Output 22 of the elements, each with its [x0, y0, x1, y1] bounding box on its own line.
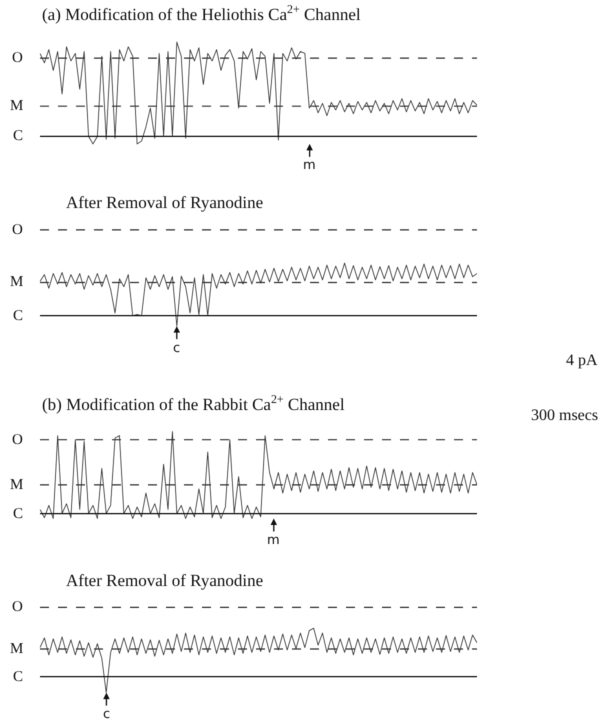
ref-line-label: O — [12, 50, 23, 66]
ref-line-label: O — [12, 599, 23, 615]
chart-title: (a) Modification of the Heliothis Ca$^{2+}$ Channel — [42, 2, 361, 24]
ref-line-label: C — [13, 308, 24, 324]
ref-line-label: M — [10, 274, 24, 290]
ref-line-label: M — [10, 641, 24, 657]
text: 4 pA — [566, 352, 598, 369]
text: 300 msecs — [531, 407, 598, 424]
ref-line-label: M — [10, 98, 24, 114]
text: m — [267, 533, 280, 548]
chart-title: (b) Modification of the Rabbit Ca$^{2+}$ Channel — [42, 392, 345, 414]
ref-line-label: O — [12, 432, 23, 448]
text: c — [103, 707, 110, 722]
ref-line-label: C — [13, 128, 24, 144]
ref-line-label: C — [13, 506, 24, 522]
chart-title: After Removal of Ryanodine — [66, 571, 264, 590]
text: c — [173, 341, 180, 356]
chart-title: After Removal of Ryanodine — [66, 193, 264, 212]
text: m — [303, 158, 316, 173]
ref-line-label: O — [12, 222, 23, 238]
ref-line-label: C — [13, 669, 24, 685]
ref-line-label: M — [10, 477, 24, 493]
